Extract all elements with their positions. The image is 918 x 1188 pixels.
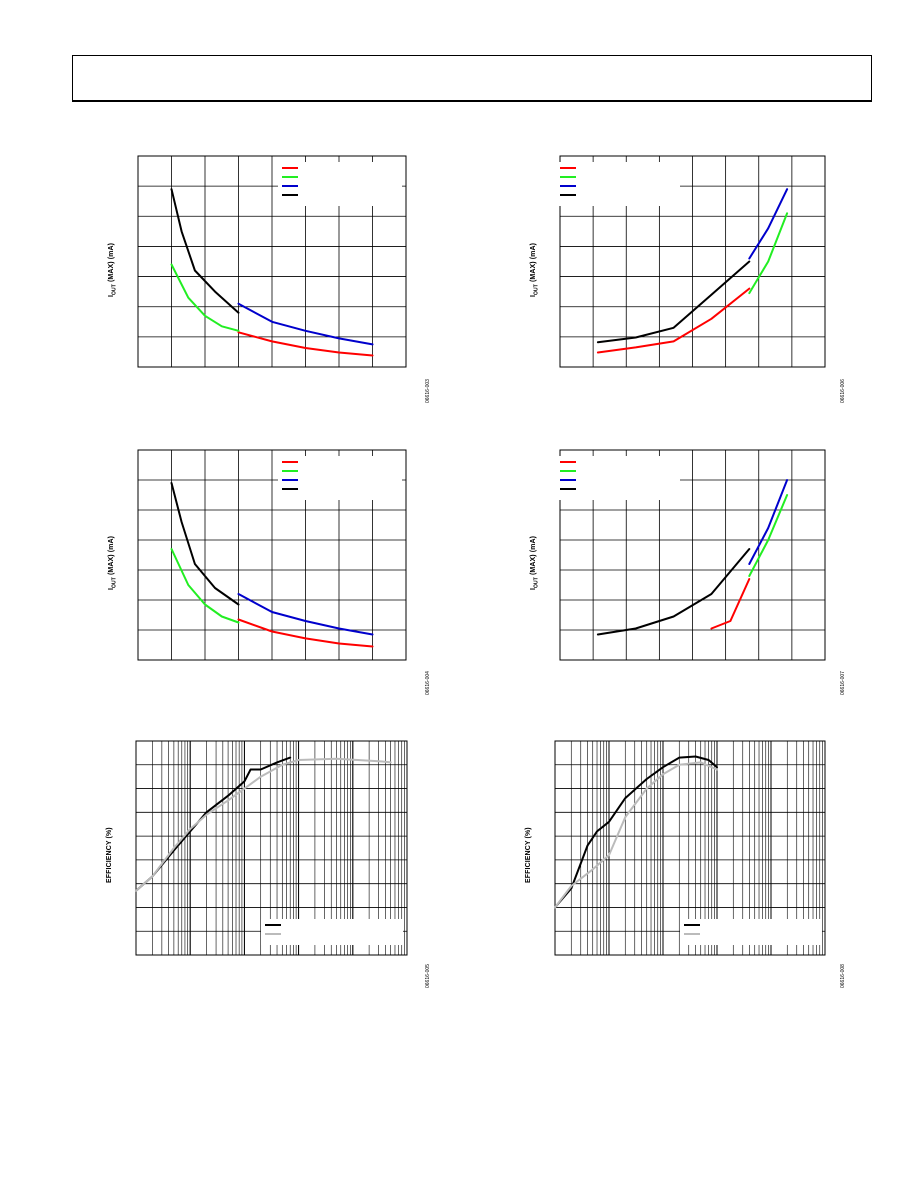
chart-panel-004: IOUT (MAX) (mA) 06616-004 <box>100 440 520 710</box>
chart-panel-007: IOUT (MAX) (mA) 06616-007 <box>515 440 918 710</box>
series-line-3 <box>170 482 240 606</box>
y-axis-label-main: EFFICIENCY (%) <box>106 827 113 883</box>
figure-id: 06616-008 <box>840 964 846 988</box>
y-axis-label-sub: OUT <box>111 283 118 295</box>
y-axis-label: EFFICIENCY (%) <box>106 827 113 883</box>
figure-id: 06616-007 <box>840 671 846 695</box>
series-line-3 <box>596 548 751 636</box>
series-line-2 <box>748 188 789 260</box>
y-axis-label-main: EFFICIENCY (%) <box>525 827 532 883</box>
y-axis-label: IOUT (MAX) (mA) <box>530 536 539 590</box>
chart-svg <box>135 740 408 956</box>
legend <box>261 919 403 945</box>
series-line-1 <box>554 761 718 909</box>
series-line-0 <box>596 287 751 354</box>
legend <box>278 456 402 500</box>
series-line-3 <box>596 260 751 344</box>
series-line-0 <box>237 331 374 357</box>
legend <box>556 162 680 206</box>
series-line-2 <box>237 593 374 636</box>
chart-svg <box>556 449 826 661</box>
series-line-1 <box>748 212 789 295</box>
y-axis-label-main: I <box>530 587 537 590</box>
chart-svg <box>137 449 407 661</box>
y-axis-label: IOUT (MAX) (mA) <box>530 242 539 296</box>
series-line-0 <box>554 755 718 909</box>
y-axis-label-sub: OUT <box>533 283 540 295</box>
series-line-1 <box>748 494 789 577</box>
series-line-1 <box>135 757 392 892</box>
y-axis-label-rest: (MAX) (mA) <box>108 242 115 284</box>
y-axis-label-rest: (MAX) (mA) <box>530 242 537 284</box>
chart-panel-006: IOUT (MAX) (mA) 06616-006 <box>515 145 918 415</box>
chart-panel-008: EFFICIENCY (%) 06616-008 <box>515 730 918 1000</box>
legend <box>680 919 822 945</box>
y-axis-label: IOUT (MAX) (mA) <box>108 536 117 590</box>
series-line-2 <box>748 479 789 565</box>
y-axis-label-sub: OUT <box>111 577 118 588</box>
figure-id: 06616-003 <box>425 379 431 403</box>
y-axis-label-main: I <box>108 587 115 590</box>
chart-svg <box>556 155 826 368</box>
series-line-0 <box>710 578 751 630</box>
chart-panel-003: IOUT (MAX) (mA) 06616-003 <box>100 145 520 415</box>
figure-id: 06616-005 <box>425 964 431 988</box>
page-header-box <box>72 55 872 102</box>
legend <box>278 162 402 206</box>
y-axis-label-rest: (MAX) (mA) <box>108 535 115 578</box>
chart-svg <box>554 740 826 956</box>
series-line-1 <box>170 263 240 332</box>
chart-panel-005: EFFICIENCY (%) 06616-005 <box>100 730 520 1000</box>
series-line-2 <box>237 302 374 346</box>
series-line-1 <box>170 548 240 624</box>
series-line-3 <box>170 188 240 314</box>
figure-id: 06616-006 <box>840 379 846 403</box>
series-line-0 <box>135 756 292 892</box>
grid <box>138 450 406 660</box>
y-axis-label: EFFICIENCY (%) <box>525 827 532 883</box>
y-axis-label-sub: OUT <box>533 577 540 588</box>
chart-svg <box>137 155 407 368</box>
y-axis-label-rest: (MAX) (mA) <box>530 535 537 578</box>
y-axis-label: IOUT (MAX) (mA) <box>108 242 117 296</box>
figure-id: 06616-004 <box>425 671 431 695</box>
series-line-0 <box>237 618 374 648</box>
legend <box>556 456 680 500</box>
